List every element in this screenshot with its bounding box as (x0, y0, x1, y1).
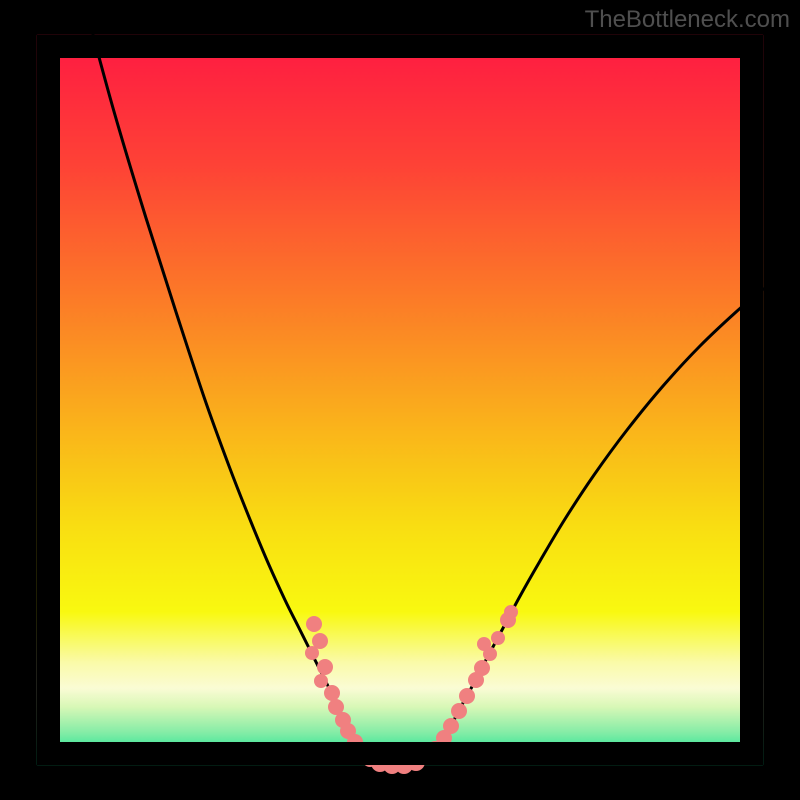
data-dot (491, 631, 505, 645)
v-curve (93, 35, 763, 765)
data-dot (477, 637, 491, 651)
plot-frame (49, 47, 752, 754)
data-dot (305, 646, 319, 660)
chart-overlay (0, 0, 800, 800)
data-dot (459, 688, 475, 704)
data-dot (314, 674, 328, 688)
watermark-text: TheBottleneck.com (585, 6, 790, 34)
data-dot (451, 703, 467, 719)
data-dot (504, 605, 518, 619)
data-dot (306, 616, 322, 632)
data-dot (324, 685, 340, 701)
data-dot (443, 718, 459, 734)
data-dot (474, 660, 490, 676)
chart-root: TheBottleneck.com (0, 0, 800, 800)
data-dot (317, 659, 333, 675)
